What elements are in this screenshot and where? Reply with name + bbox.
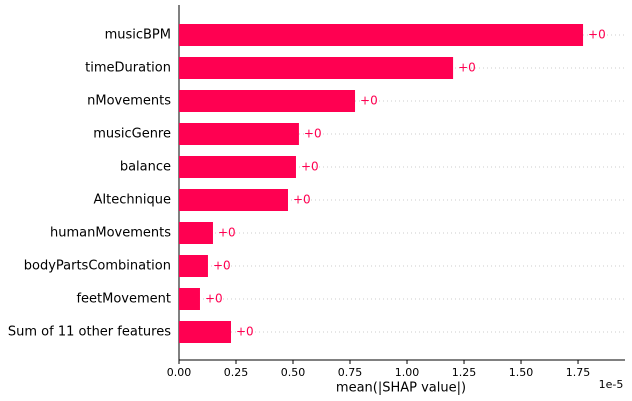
value-label: +0 xyxy=(218,226,236,240)
bar xyxy=(179,156,296,178)
y-tick-label: Sum of 11 other features xyxy=(8,325,171,340)
x-tick-label: 1.50 xyxy=(509,366,534,379)
x-tick-label: 0.00 xyxy=(167,366,192,379)
y-tick-label: musicGenre xyxy=(93,127,171,142)
bar xyxy=(179,288,200,310)
x-axis-label: mean(|SHAP value|) xyxy=(336,381,466,396)
bar xyxy=(179,24,584,46)
x-offset-label: 1e-5 xyxy=(599,378,624,391)
bar xyxy=(179,90,356,112)
bar xyxy=(179,321,231,343)
bar xyxy=(179,57,454,79)
y-tick-label: bodyPartsCombination xyxy=(24,259,171,274)
x-tick-label: 1.00 xyxy=(395,366,420,379)
y-tick-label: nMovements xyxy=(87,94,171,109)
value-label: +0 xyxy=(236,325,254,339)
value-label: +0 xyxy=(293,193,311,207)
x-tick-label: 1.75 xyxy=(566,366,591,379)
x-tick-label: 1.25 xyxy=(452,366,477,379)
y-tick-label: AItechnique xyxy=(93,193,171,208)
bar xyxy=(179,222,213,244)
y-tick-label: humanMovements xyxy=(50,226,171,241)
bar xyxy=(179,255,208,277)
value-label: +0 xyxy=(360,94,378,108)
value-label: +0 xyxy=(588,28,606,42)
bar xyxy=(179,123,299,145)
value-label: +0 xyxy=(205,292,223,306)
value-label: +0 xyxy=(213,259,231,273)
value-label: +0 xyxy=(458,61,476,75)
value-label: +0 xyxy=(301,160,319,174)
x-tick-label: 0.50 xyxy=(281,366,306,379)
y-tick-label: musicBPM xyxy=(105,28,171,43)
x-tick-label: 0.25 xyxy=(224,366,249,379)
bar xyxy=(179,189,288,211)
y-tick-label: feetMovement xyxy=(76,292,171,307)
y-tick-label: balance xyxy=(120,160,171,175)
value-label: +0 xyxy=(304,127,322,141)
x-tick-label: 0.75 xyxy=(338,366,363,379)
y-tick-label: timeDuration xyxy=(85,61,171,76)
